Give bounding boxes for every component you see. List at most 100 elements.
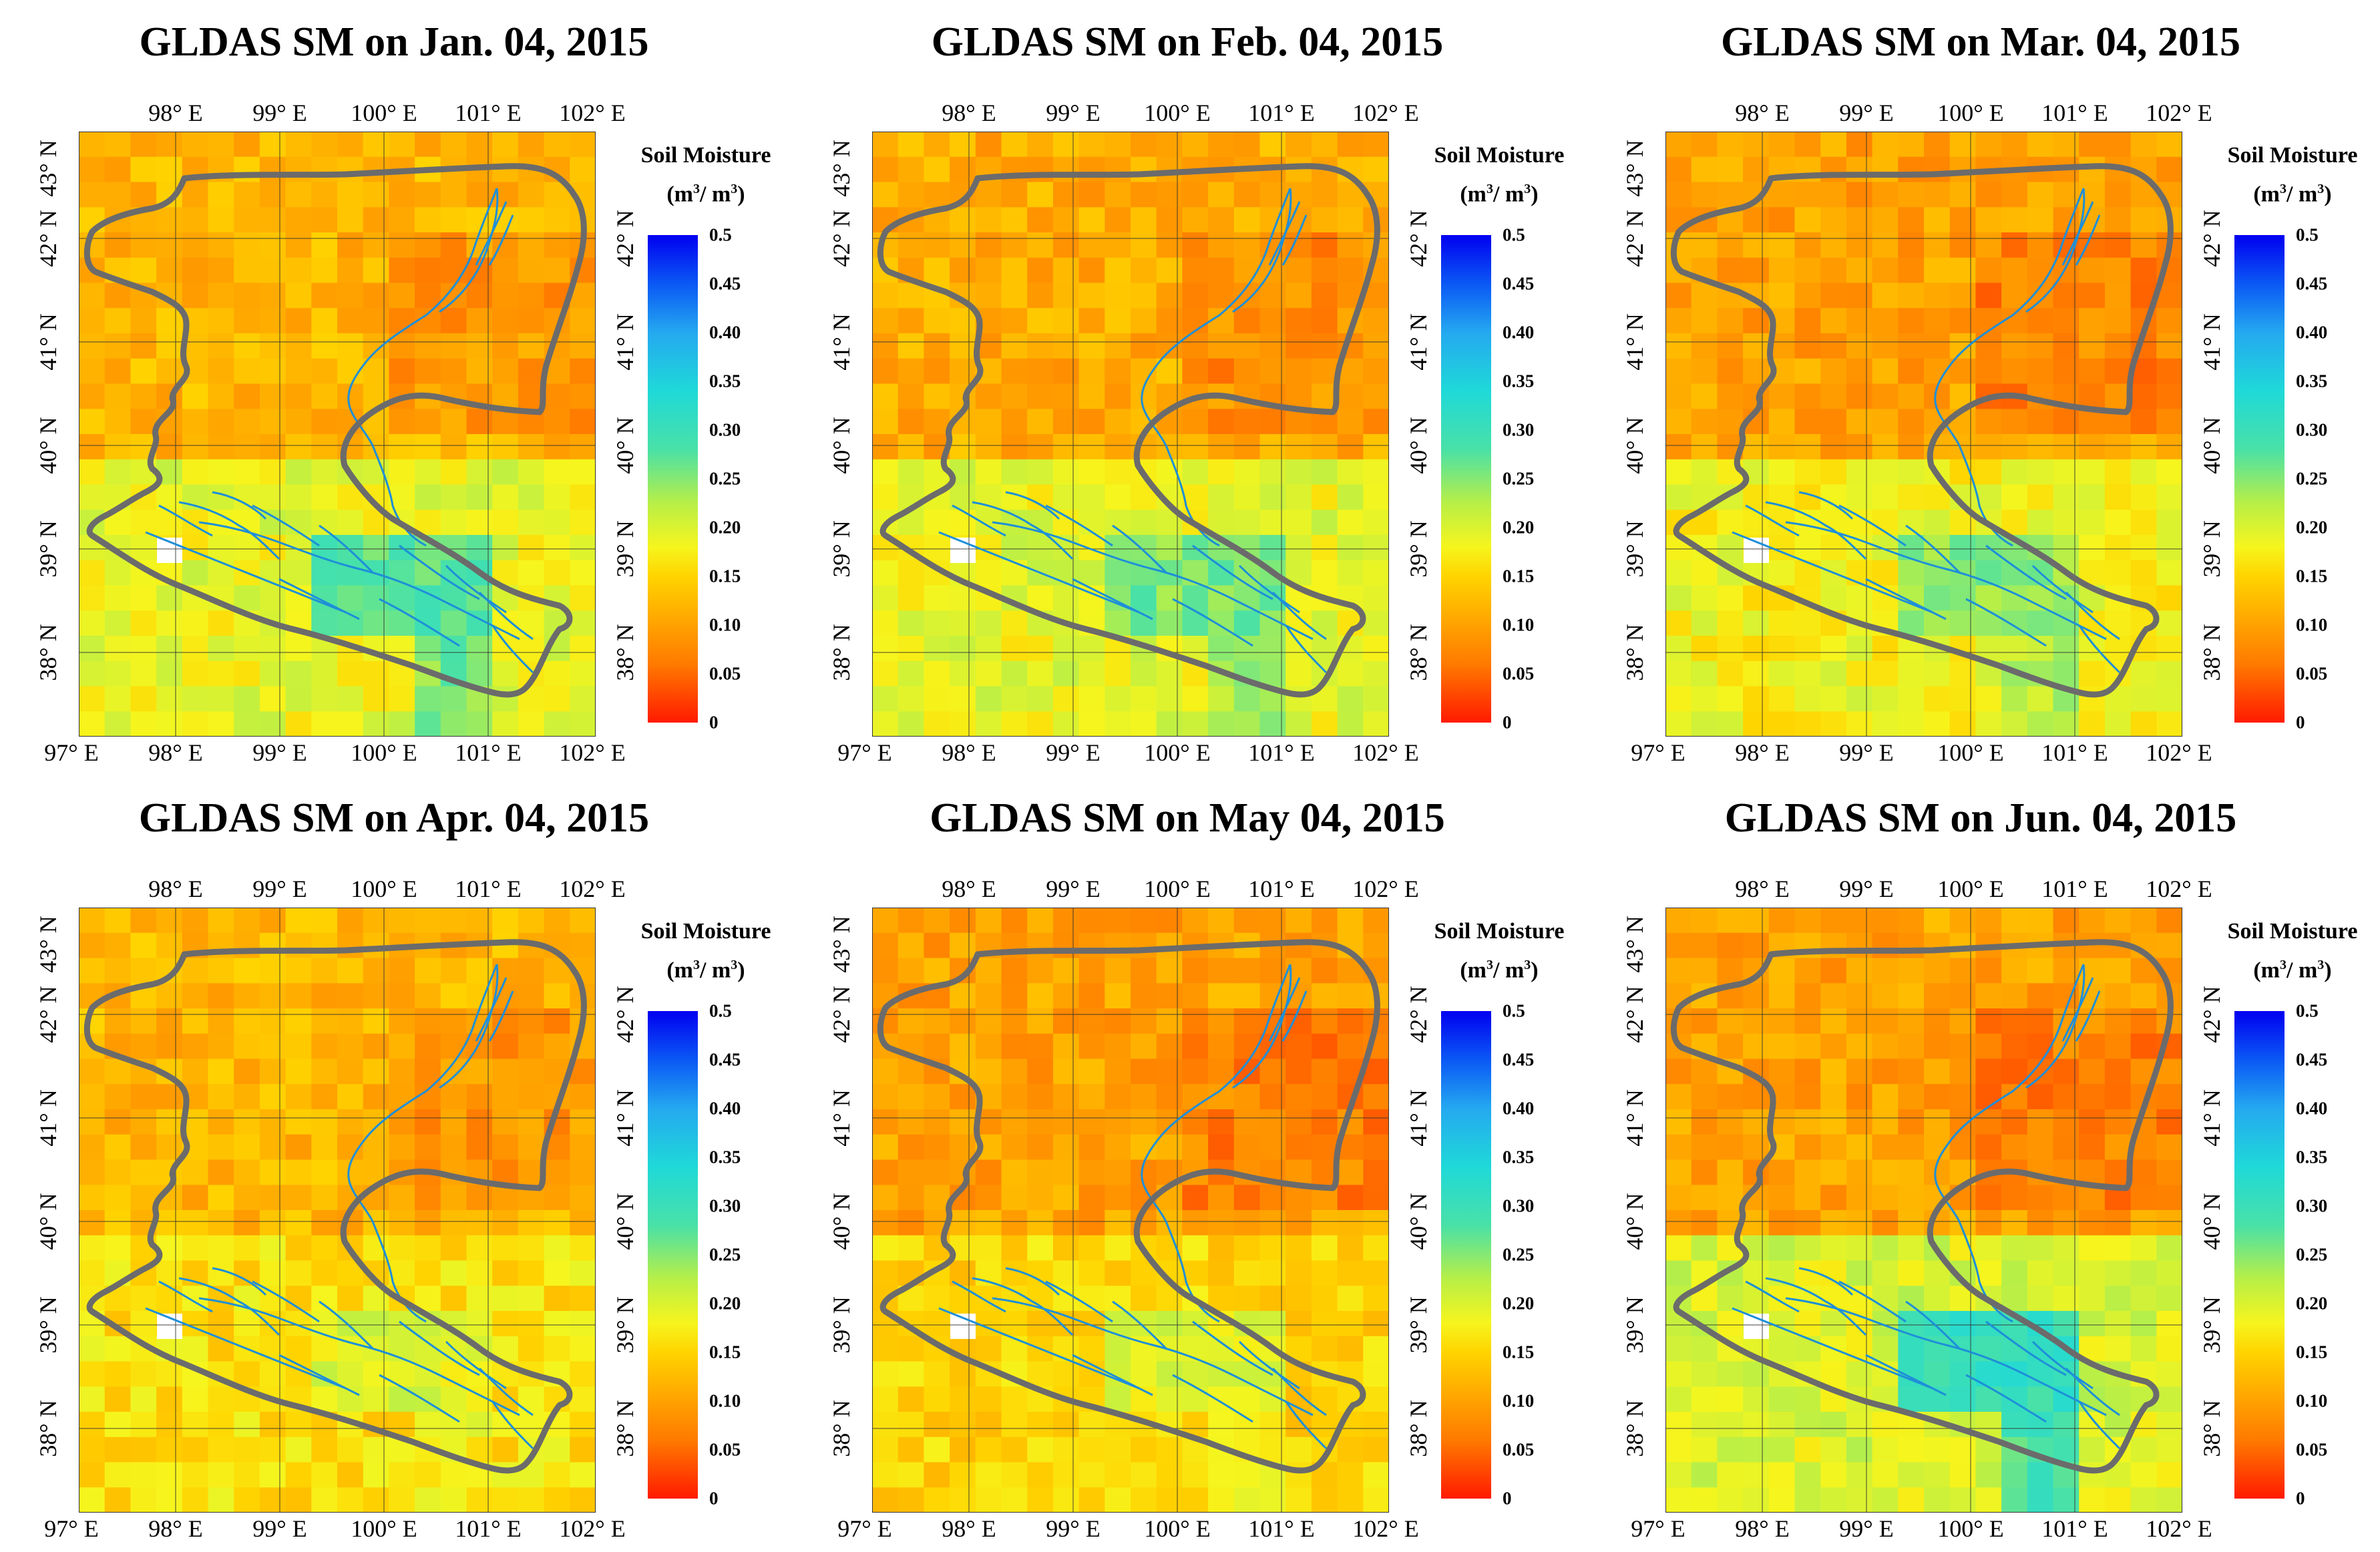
grid-cell — [285, 358, 312, 385]
grid-cell — [182, 686, 209, 712]
grid-cell — [1337, 459, 1364, 486]
grid-cell — [570, 535, 596, 561]
grid-cell — [440, 358, 467, 385]
grid-cell — [79, 686, 106, 712]
grid-cell — [1078, 484, 1105, 510]
grid-cell — [1052, 459, 1080, 486]
grid-cell — [1233, 510, 1261, 536]
grid-cell — [79, 585, 106, 611]
grid-cell — [975, 660, 1002, 687]
grid-cell — [1001, 232, 1028, 258]
grid-cell — [1337, 434, 1364, 460]
panel-title: GLDAS SM on Jun. 04, 2015 — [1724, 795, 2237, 841]
grid-cell — [1924, 156, 1951, 183]
colorbar-tick-label: 0.30 — [2296, 1195, 2328, 1216]
longitude-label-bottom: 100° E — [1937, 1515, 2004, 1542]
grid-cell — [492, 333, 519, 359]
grid-cell — [208, 560, 234, 586]
colorbar-tick-label: 0.45 — [2296, 1049, 2328, 1070]
grid-cell — [259, 560, 286, 586]
grid-cell — [492, 282, 519, 309]
grid-cell — [1131, 207, 1157, 233]
grid-cell — [79, 660, 106, 687]
grid-cell — [1337, 257, 1364, 284]
grid-cell — [1052, 434, 1080, 460]
grid-cell — [285, 383, 312, 409]
grid-cell — [975, 434, 1002, 460]
grid-cell — [1182, 610, 1209, 636]
latitude-label-left: 42° N — [828, 986, 855, 1043]
grid-cell — [311, 383, 338, 409]
longitude-label-bottom: 97° E — [837, 1515, 892, 1542]
grid-cell — [950, 610, 976, 636]
grid-cell — [156, 156, 183, 183]
grid-cell — [234, 132, 260, 158]
grid-cell — [1052, 383, 1080, 409]
colorbar-tick-label: 0 — [1503, 712, 1512, 733]
grid-cell — [1363, 711, 1389, 737]
grid-cell — [1949, 182, 1976, 208]
grid-cell — [130, 585, 157, 611]
grid-cell — [1131, 232, 1157, 258]
grid-cell — [363, 585, 389, 611]
grid-cell — [1975, 207, 2002, 233]
grid-cell — [389, 207, 415, 233]
grid-cell — [337, 257, 364, 284]
grid-cell — [1105, 132, 1131, 158]
grid-cell — [1027, 207, 1054, 233]
grid-cell — [898, 585, 924, 611]
grid-cell — [492, 383, 519, 409]
grid-cell — [2001, 132, 2028, 158]
grid-cell — [1182, 232, 1209, 258]
grid-cell — [975, 182, 1002, 208]
grid-cell — [1311, 308, 1338, 334]
grid-cell — [1078, 383, 1105, 409]
grid-cell — [130, 333, 157, 359]
grid-cell — [975, 610, 1002, 636]
grid-cell — [363, 660, 389, 687]
colorbar-tick-label: 0.40 — [2296, 1098, 2328, 1119]
grid-cell — [1105, 510, 1131, 536]
latitude-label-right: 40° N — [612, 417, 638, 474]
grid-cell — [1337, 232, 1364, 258]
grid-cell — [415, 207, 441, 233]
grid-cell — [259, 434, 286, 460]
grid-cell — [950, 358, 976, 385]
grid-cell — [1182, 132, 1209, 158]
colorbar-tick-label: 0 — [709, 712, 719, 733]
grid-cell — [363, 132, 389, 158]
grid-cell — [1337, 409, 1364, 435]
grid-cell — [1052, 484, 1080, 510]
grid-cell — [1924, 182, 1951, 208]
colorbar-tick-label: 0.35 — [1503, 371, 1535, 391]
grid-cell — [285, 660, 312, 687]
longitude-label-bottom: 98° E — [1735, 739, 1790, 766]
grid-cell — [1105, 308, 1131, 334]
river-line — [445, 564, 507, 614]
grid-cell — [1820, 207, 1847, 233]
grid-cell — [1311, 459, 1338, 486]
grid-cell — [311, 560, 338, 586]
colorbar-tick-label: 0.45 — [2296, 273, 2328, 294]
grid-cell — [156, 232, 183, 258]
grid-cell — [1156, 610, 1183, 636]
colorbar-title: Soil Moisture (m3/ m3) — [2227, 919, 2358, 983]
longitude-label-top: 98° E — [942, 100, 996, 126]
grid-cell — [1156, 282, 1183, 309]
grid-cell — [1078, 207, 1105, 233]
latitude-label-left: 41° N — [35, 1089, 61, 1147]
grid-cell — [208, 686, 234, 712]
grid-cell — [2001, 207, 2028, 233]
grid-cell — [518, 207, 545, 233]
grid-cell — [2079, 132, 2106, 158]
grid-cell — [389, 711, 415, 737]
latitude-label-right: 41° N — [1405, 313, 1432, 371]
colorbar-tick-label: 0 — [2296, 712, 2305, 733]
grid-cell — [389, 610, 415, 636]
grid-cell — [156, 434, 183, 460]
latitude-label-right: 38° N — [2198, 1400, 2225, 1457]
grid-cell — [1131, 257, 1157, 284]
grid-cell — [389, 358, 415, 385]
grid-cell — [898, 459, 924, 486]
longitude-label-top: 99° E — [1839, 100, 1894, 126]
